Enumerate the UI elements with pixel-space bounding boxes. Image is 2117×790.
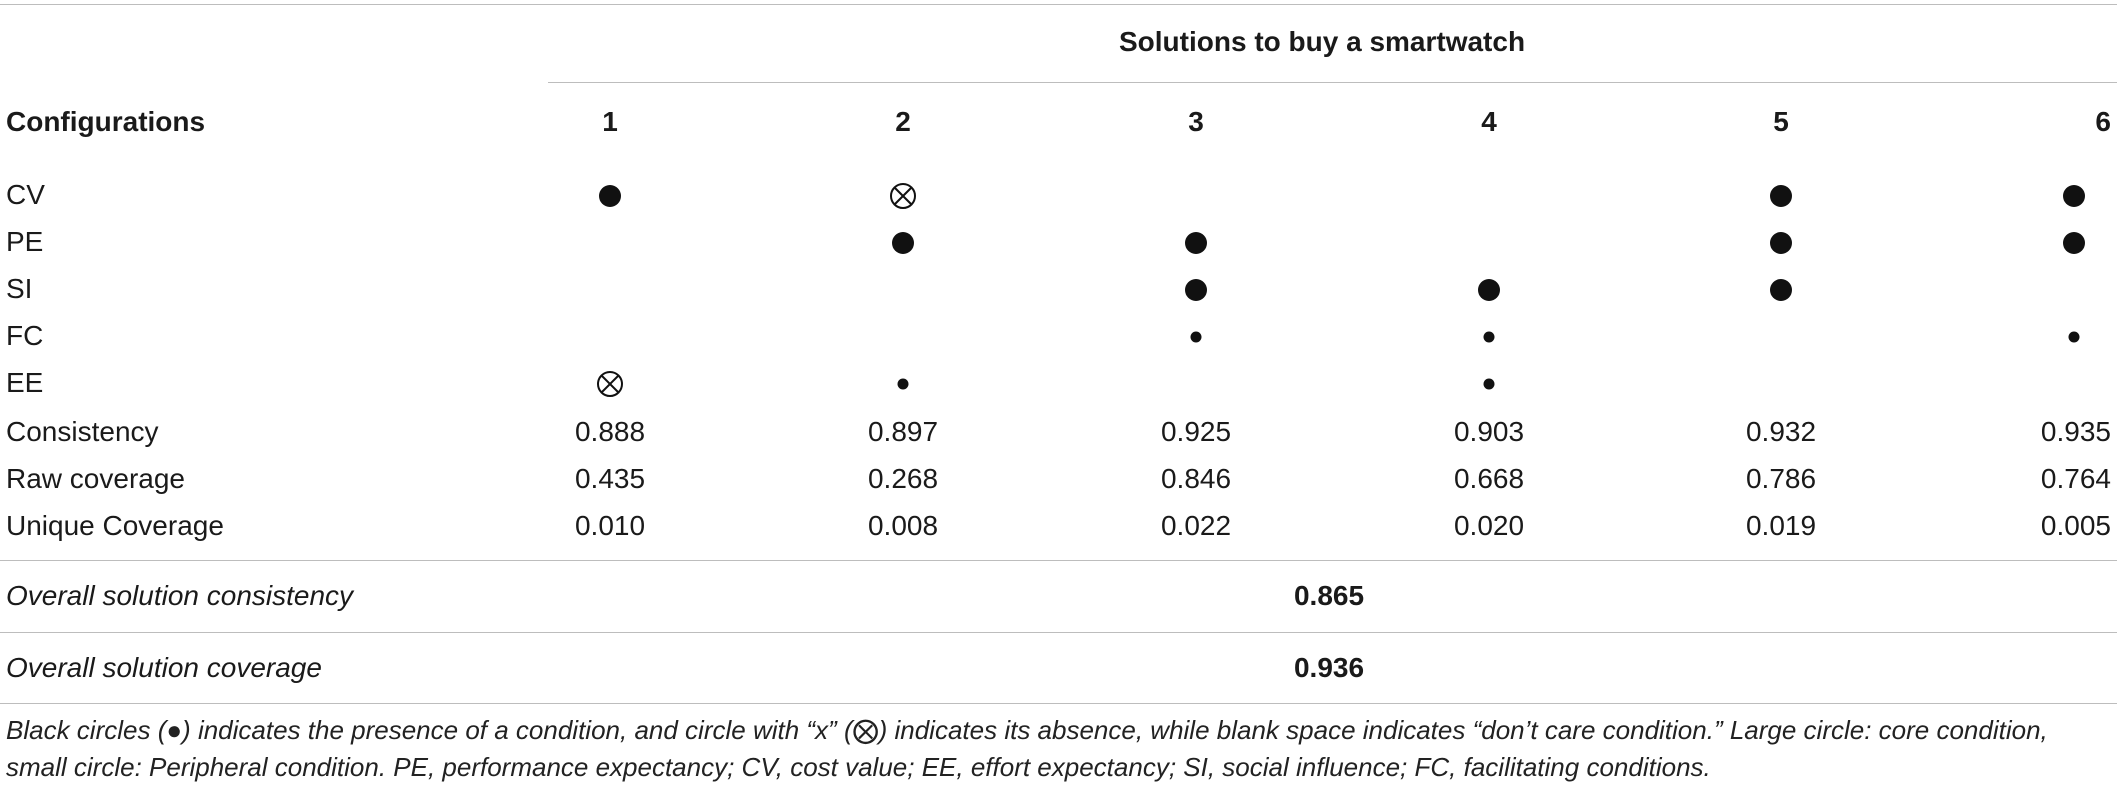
solution-column-header: 1 [602,106,618,137]
solution-column-header: 3 [1188,106,1204,137]
metric-value: 0.846 [1160,463,1232,494]
metric-value: 0.786 [1745,463,1817,494]
peripheral-condition-circle-icon [1190,331,1202,343]
metric-value: 0.764 [2040,463,2111,494]
solution-column-header: 5 [1773,106,1789,137]
solution-column-header: 2 [895,106,911,137]
metric-row-label: Unique Coverage [6,510,224,541]
metric-value: 0.435 [574,463,646,494]
overall-consistency-value: 0.865 [1293,580,1365,611]
row-header-label: Configurations [6,106,206,137]
metric-value: 0.268 [867,463,939,494]
spanner-title: Solutions to buy a smartwatch [1119,26,1526,57]
core-condition-circle-icon [2063,185,2085,207]
condition-row-label: EE [6,367,44,398]
metric-value: 0.888 [574,416,646,447]
metric-value: 0.005 [2040,510,2111,541]
absence-circle-x-icon [890,183,916,209]
core-condition-circle-icon [1185,232,1207,254]
peripheral-condition-circle-icon [897,378,909,390]
table-footnote: Black circles (●) indicates the presence… [6,715,2048,782]
absence-circle-x-icon [597,371,623,397]
metric-value: 0.935 [2040,416,2111,447]
core-condition-circle-icon [599,185,621,207]
condition-row-label: FC [6,320,44,351]
solution-column-header: 4 [1481,106,1497,137]
metrics-bottom-rule [0,560,2117,561]
core-condition-circle-icon [2063,232,2085,254]
metric-row-label: Consistency [6,416,159,447]
condition-row-label: PE [6,226,44,257]
overall-coverage-value: 0.936 [1293,652,1365,683]
metric-value: 0.925 [1160,416,1232,447]
solution-column-header: 6 [2095,106,2111,137]
core-condition-circle-icon [1770,232,1792,254]
metric-row-label: Raw coverage [6,463,185,494]
condition-row-label: SI [6,273,33,304]
peripheral-condition-circle-icon [1483,378,1495,390]
metric-value: 0.010 [574,510,646,541]
metric-value: 0.897 [867,416,939,447]
overall-consistency-label: Overall solution consistency [6,580,354,611]
metric-value: 0.008 [867,510,939,541]
top-rule [0,4,2117,5]
spanner-rule [548,82,2117,83]
overall-coverage-label: Overall solution coverage [6,652,322,683]
metric-value: 0.022 [1160,510,1232,541]
core-condition-circle-icon [1478,279,1500,301]
peripheral-condition-circle-icon [2068,331,2080,343]
core-condition-circle-icon [1185,279,1207,301]
coverage-bottom-rule [0,703,2117,704]
peripheral-condition-circle-icon [1483,331,1495,343]
condition-row-label: CV [6,179,45,210]
metric-value: 0.019 [1745,510,1817,541]
core-condition-circle-icon [1770,279,1792,301]
metric-value: 0.668 [1453,463,1525,494]
core-condition-circle-icon [892,232,914,254]
metric-value: 0.903 [1453,416,1525,447]
consistency-bottom-rule [0,632,2117,633]
core-condition-circle-icon [1770,185,1792,207]
metric-value: 0.932 [1745,416,1817,447]
metric-value: 0.020 [1453,510,1525,541]
